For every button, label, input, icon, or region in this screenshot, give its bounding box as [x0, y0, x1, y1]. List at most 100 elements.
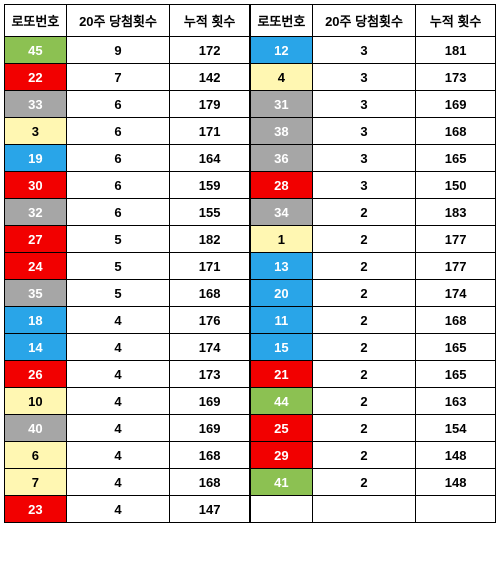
lotto-number-cell: 38 [251, 118, 313, 145]
header-total-hits: 누적 횟수 [170, 5, 250, 37]
lotto-number-cell: 28 [251, 172, 313, 199]
hits-20-cell: 9 [66, 37, 170, 64]
lotto-number-cell: 19 [5, 145, 67, 172]
table-row: 404169 [5, 415, 250, 442]
lotto-number-cell: 29 [251, 442, 313, 469]
header-hits-20: 20주 당첨횟수 [312, 5, 416, 37]
hits-20-cell: 3 [312, 64, 416, 91]
lotto-number-cell: 11 [251, 307, 313, 334]
hits-20-cell: 6 [66, 118, 170, 145]
table-row: 264173 [5, 361, 250, 388]
hits-20-cell: 2 [312, 280, 416, 307]
total-hits-cell: 176 [170, 307, 250, 334]
hits-20-cell: 2 [312, 226, 416, 253]
total-hits-cell: 147 [170, 496, 250, 523]
table-row: 342183 [251, 199, 496, 226]
total-hits-cell: 142 [170, 64, 250, 91]
lotto-number-cell: 40 [5, 415, 67, 442]
table-row: 184176 [5, 307, 250, 334]
hits-20-cell: 2 [312, 307, 416, 334]
lotto-number-cell: 12 [251, 37, 313, 64]
lotto-number-cell: 14 [5, 334, 67, 361]
empty-cell [251, 496, 313, 523]
total-hits-cell: 169 [170, 415, 250, 442]
table-row: 227142 [5, 64, 250, 91]
lotto-table-right: 로또번호 20주 당첨횟수 누적 횟수 12318143173313169383… [250, 4, 496, 523]
hits-20-cell: 4 [66, 307, 170, 334]
lotto-number-cell: 33 [5, 91, 67, 118]
empty-cell [416, 496, 496, 523]
lotto-number-cell: 18 [5, 307, 67, 334]
total-hits-cell: 168 [416, 307, 496, 334]
table-row: 234147 [5, 496, 250, 523]
total-hits-cell: 148 [416, 442, 496, 469]
hits-20-cell: 4 [66, 469, 170, 496]
total-hits-cell: 177 [416, 226, 496, 253]
total-hits-cell: 168 [416, 118, 496, 145]
total-hits-cell: 168 [170, 280, 250, 307]
lotto-number-cell: 26 [5, 361, 67, 388]
hits-20-cell: 7 [66, 64, 170, 91]
empty-cell [312, 496, 416, 523]
total-hits-cell: 155 [170, 199, 250, 226]
total-hits-cell: 150 [416, 172, 496, 199]
lotto-number-cell: 1 [251, 226, 313, 253]
total-hits-cell: 165 [416, 145, 496, 172]
lotto-number-cell: 3 [5, 118, 67, 145]
table-row: 442163 [251, 388, 496, 415]
lotto-number-cell: 30 [5, 172, 67, 199]
total-hits-cell: 154 [416, 415, 496, 442]
hits-20-cell: 3 [312, 118, 416, 145]
table-row: 292148 [251, 442, 496, 469]
table-row: 313169 [251, 91, 496, 118]
header-total-hits: 누적 횟수 [416, 5, 496, 37]
lotto-number-cell: 15 [251, 334, 313, 361]
hits-20-cell: 4 [66, 496, 170, 523]
table-row: 363165 [251, 145, 496, 172]
hits-20-cell: 3 [312, 172, 416, 199]
table-row: 112168 [251, 307, 496, 334]
lotto-number-cell: 25 [251, 415, 313, 442]
lotto-table-left: 로또번호 20주 당첨횟수 누적 횟수 45917222714233617936… [4, 4, 250, 523]
lotto-number-cell: 45 [5, 37, 67, 64]
total-hits-cell: 181 [416, 37, 496, 64]
total-hits-cell: 174 [416, 280, 496, 307]
table-row: 336179 [5, 91, 250, 118]
hits-20-cell: 2 [312, 388, 416, 415]
total-hits-cell: 177 [416, 253, 496, 280]
total-hits-cell: 159 [170, 172, 250, 199]
total-hits-cell: 168 [170, 442, 250, 469]
hits-20-cell: 2 [312, 361, 416, 388]
lotto-number-cell: 22 [5, 64, 67, 91]
table-row: 43173 [251, 64, 496, 91]
table-row: 152165 [251, 334, 496, 361]
total-hits-cell: 169 [170, 388, 250, 415]
table-row: 275182 [5, 226, 250, 253]
table-row [251, 496, 496, 523]
lotto-number-cell: 7 [5, 469, 67, 496]
table-row: 326155 [5, 199, 250, 226]
lotto-number-cell: 4 [251, 64, 313, 91]
header-hits-20: 20주 당첨횟수 [66, 5, 170, 37]
table-row: 212165 [251, 361, 496, 388]
total-hits-cell: 164 [170, 145, 250, 172]
lotto-number-cell: 10 [5, 388, 67, 415]
total-hits-cell: 165 [416, 361, 496, 388]
hits-20-cell: 3 [312, 91, 416, 118]
total-hits-cell: 163 [416, 388, 496, 415]
table-row: 123181 [251, 37, 496, 64]
lotto-number-cell: 41 [251, 469, 313, 496]
hits-20-cell: 5 [66, 280, 170, 307]
hits-20-cell: 5 [66, 253, 170, 280]
hits-20-cell: 3 [312, 145, 416, 172]
table-row: 104169 [5, 388, 250, 415]
table-row: 36171 [5, 118, 250, 145]
table-row: 202174 [251, 280, 496, 307]
header-lotto-number: 로또번호 [251, 5, 313, 37]
total-hits-cell: 173 [416, 64, 496, 91]
hits-20-cell: 2 [312, 442, 416, 469]
table-row: 459172 [5, 37, 250, 64]
lotto-number-cell: 21 [251, 361, 313, 388]
hits-20-cell: 4 [66, 388, 170, 415]
hits-20-cell: 2 [312, 415, 416, 442]
